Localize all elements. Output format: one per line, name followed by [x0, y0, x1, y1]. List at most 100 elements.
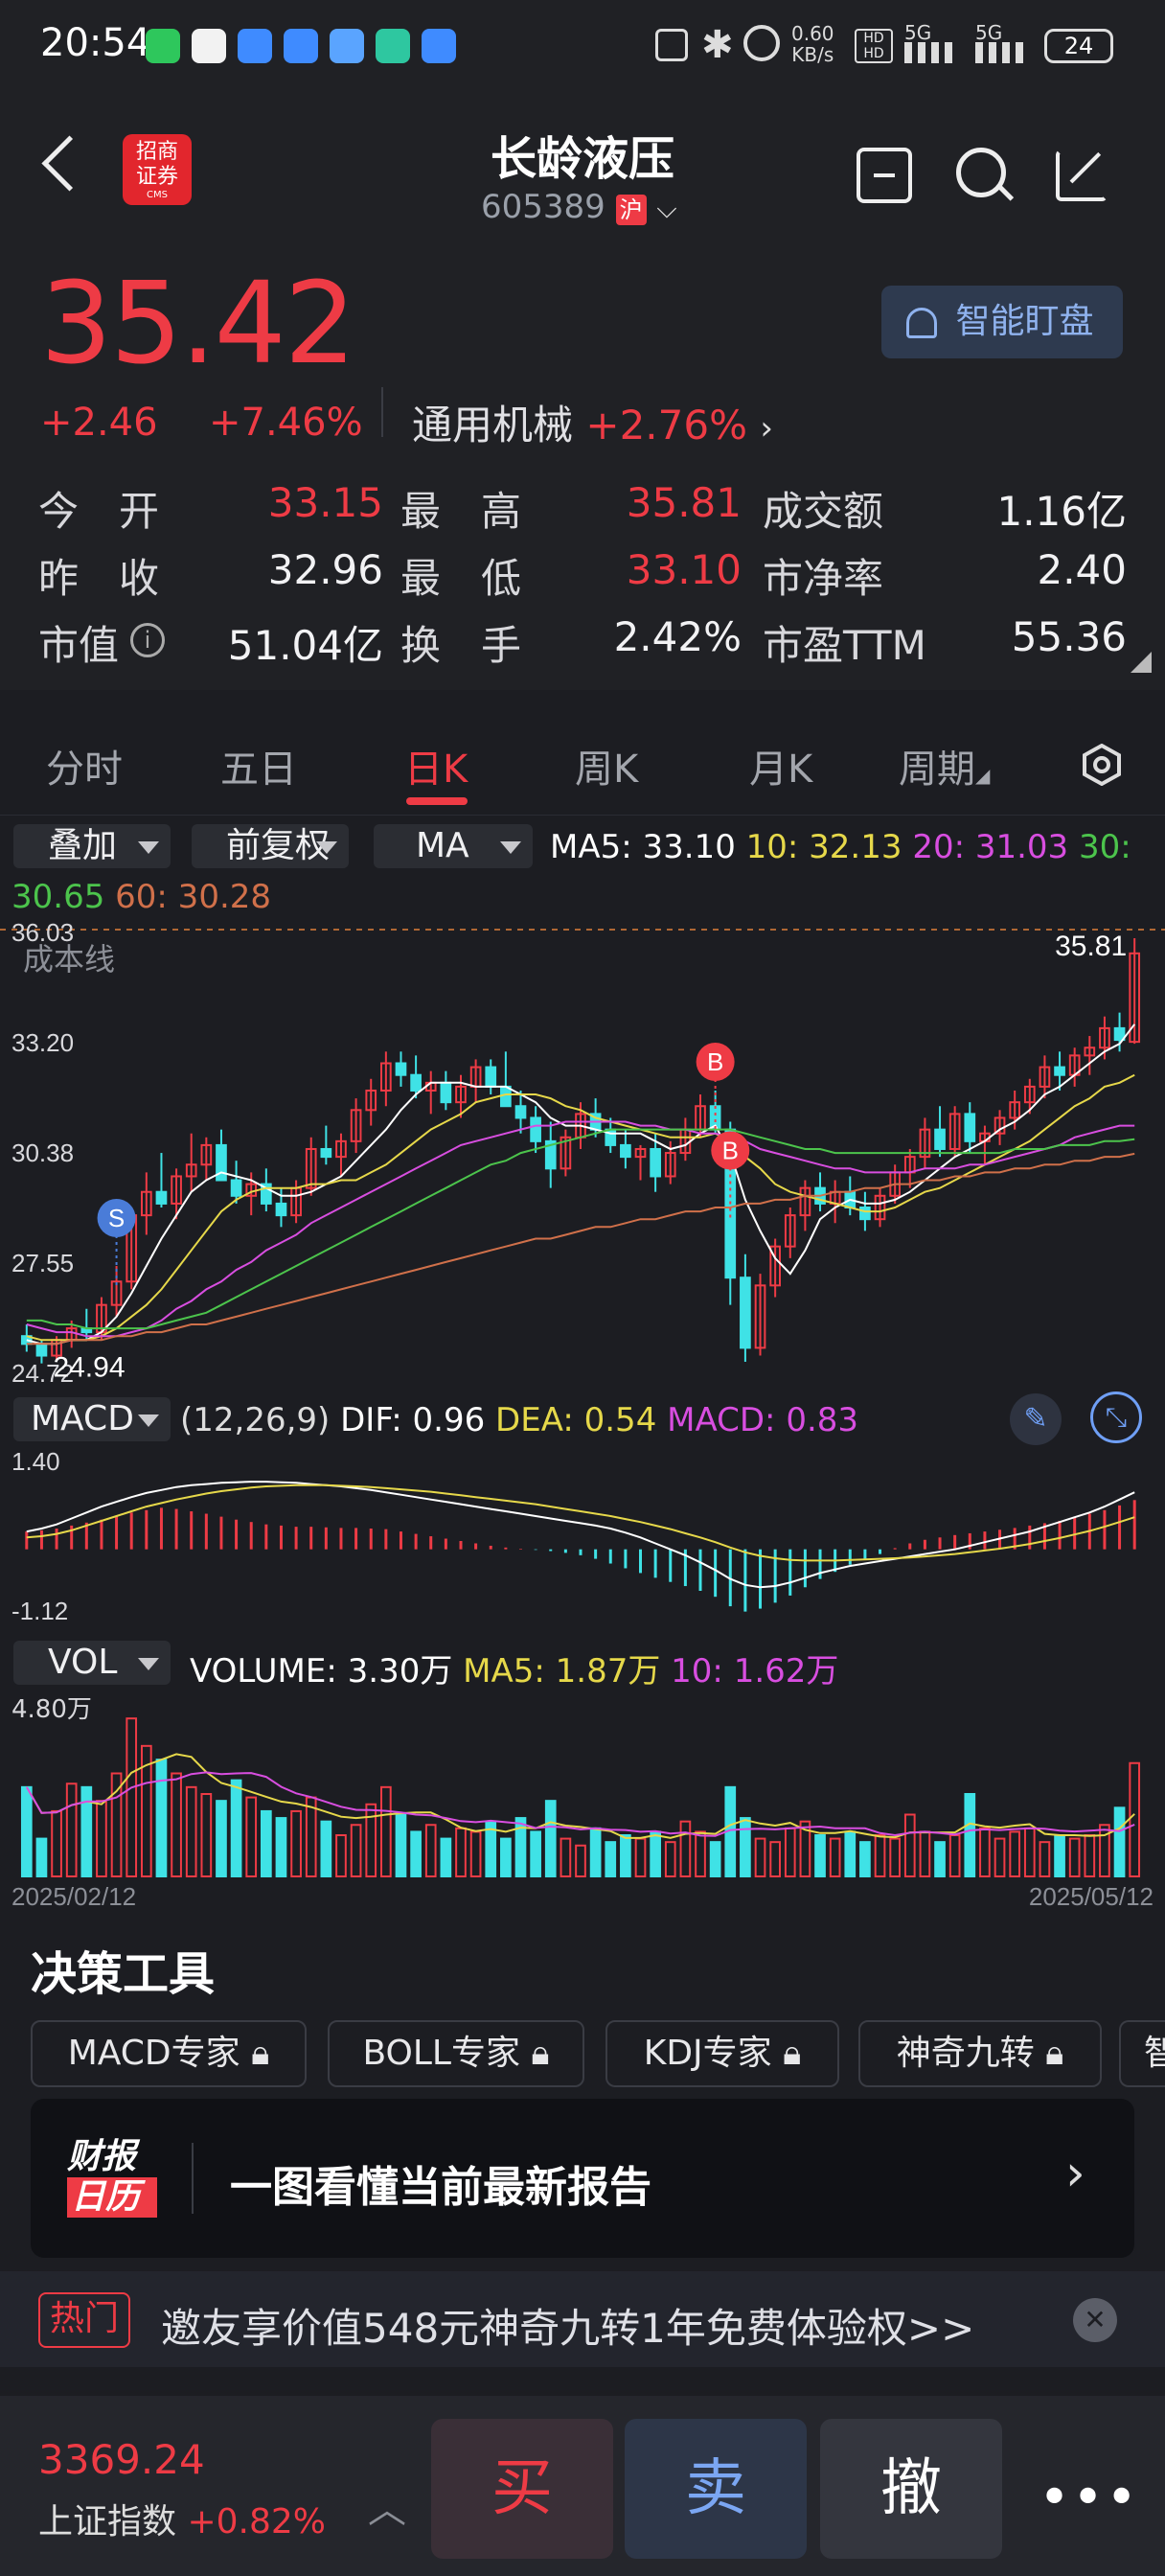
stat-label: 市值 [38, 622, 120, 669]
signal-badge [711, 1131, 750, 1170]
lock-icon: 🔒︎ [783, 2034, 802, 2073]
overlay-dropdown[interactable]: 叠加 [13, 824, 171, 868]
ma5-value: MA5: 33.10 [550, 828, 736, 866]
volume-bar [80, 1785, 93, 1877]
vol-dropdown[interactable]: VOL [13, 1641, 171, 1685]
indicator-dropdown[interactable]: MA [374, 824, 533, 868]
chevron-up-icon[interactable]: ︿ [368, 2488, 406, 2532]
macd-dropdown[interactable]: MACD [13, 1397, 171, 1441]
candle-body [1129, 952, 1141, 1044]
cancel-order-button[interactable]: 撤 [820, 2419, 1002, 2559]
macd-y-tick: 1.40 [11, 1447, 60, 1476]
volume-bar [740, 1817, 751, 1877]
ma5-line [26, 1024, 1135, 1346]
close-icon[interactable]: ✕ [1073, 2298, 1117, 2342]
candle-body [185, 1163, 197, 1178]
more-icon[interactable]: ••• [1039, 2467, 1140, 2529]
stat-value: 55.36 [1011, 613, 1127, 660]
caret-icon: ◢ [975, 764, 991, 787]
tab-daily-k[interactable]: 日K [404, 748, 468, 792]
candle-body [799, 1186, 811, 1217]
search-icon[interactable] [956, 148, 1015, 201]
more-tool-chip[interactable]: 智 [1119, 2020, 1165, 2087]
sell-button[interactable]: 卖 [625, 2419, 807, 2559]
vol-ma5: MA5: 1.87万 [463, 1652, 661, 1690]
nfc-icon [655, 29, 688, 61]
volume-bar [320, 1820, 332, 1878]
tab-period[interactable]: 周期◢ [899, 738, 990, 794]
volume-bar [679, 1820, 692, 1878]
stock-code-selector[interactable]: 605389 沪 ⌵ [481, 188, 677, 226]
volume-bar [455, 1827, 467, 1877]
chip-label: 智 [1144, 2034, 1165, 2073]
settings-hex-icon[interactable] [1081, 743, 1123, 787]
expand-icon[interactable]: ⤡ [1090, 1392, 1142, 1443]
index-value: 3369.24 [38, 2436, 205, 2483]
volume-bar [350, 1824, 362, 1877]
ma-legend-line2: 30.65 60: 30.28 [11, 878, 271, 916]
report-card[interactable]: 财报 日历 一图看懂当前最新报告 › [31, 2099, 1134, 2258]
report-logo: 财报 日历 [67, 2137, 157, 2220]
volume-bar [664, 1841, 676, 1878]
volume-bar [903, 1813, 916, 1877]
volume-bar [934, 1841, 946, 1878]
candle-body [365, 1089, 377, 1112]
adjust-dropdown[interactable]: 前复权 [192, 824, 349, 868]
battery-icon: 24 [1044, 29, 1113, 63]
report-logo-top: 财报 [67, 2137, 137, 2176]
bell-icon [906, 308, 937, 338]
candle-body [171, 1175, 182, 1205]
index-change: +0.82% [187, 2502, 326, 2542]
volume-bar [380, 1785, 392, 1877]
tab-monthly-k[interactable]: 月K [749, 748, 813, 792]
boll-expert-chip[interactable]: BOLL专家 🔒︎ [328, 2020, 584, 2087]
stat-label: 最 高 [400, 488, 522, 535]
volume-bar [335, 1834, 347, 1877]
volume-bar [814, 1834, 826, 1877]
sector-link[interactable]: 通用机械 +2.76% › [412, 393, 773, 451]
index-info[interactable]: 上证指数 +0.82% [38, 2494, 326, 2543]
volume-chart[interactable]: 4.80万 2025/02/12 2025/05/12 [0, 1689, 1165, 1913]
ma10-line [26, 1073, 1135, 1342]
buy-button[interactable]: 买 [431, 2419, 613, 2559]
promo-banner[interactable]: 热门 邀友享价值548元神奇九转1年免费体验权>> ✕ [0, 2271, 1165, 2367]
macd-expert-chip[interactable]: MACD专家 🔒︎ [31, 2020, 307, 2087]
volume-bar [948, 1834, 961, 1877]
y-tick-label: 24.72 [11, 1359, 74, 1388]
tab-intraday[interactable]: 分时 [46, 748, 123, 792]
stat-label: 换 手 [400, 622, 522, 669]
tab-five-day[interactable]: 五日 [220, 748, 297, 792]
macd-chart[interactable]: 1.40 -1.12 [0, 1447, 1165, 1631]
candle-body [620, 1143, 631, 1159]
report-text: 一图看懂当前最新报告 [230, 2163, 651, 2212]
candlestick-chart[interactable]: 36.03 33.20 30.38 27.55 24.72 成本线 35.81 24.94 S B… [0, 920, 1165, 1390]
minus-icon[interactable] [857, 148, 912, 203]
message-icon [376, 29, 410, 63]
volume-bar [275, 1817, 287, 1877]
exchange-badge: 沪 [615, 195, 647, 225]
period-tabs [0, 709, 1165, 816]
chevron-down-icon: ⌵ [656, 193, 677, 224]
current-price: 35.42 [40, 257, 356, 389]
share-icon[interactable] [1056, 150, 1108, 201]
stat-value: 51.04亿 [227, 622, 383, 669]
volume-bar [769, 1841, 781, 1878]
tab-weekly-k[interactable]: 周K [575, 748, 639, 792]
vol-volume: VOLUME: 3.30万 [190, 1652, 453, 1690]
expand-corner-icon[interactable] [1131, 652, 1152, 673]
volume-bar [1009, 1830, 1021, 1878]
info-icon[interactable]: i [130, 623, 165, 657]
candle-body [514, 1105, 527, 1119]
stat-label: 市盈TTM [763, 622, 926, 669]
magic-nine-chip[interactable]: 神奇九转 🔒︎ [858, 2020, 1102, 2087]
candle-body [784, 1214, 796, 1248]
smart-watch-button[interactable]: 智能盯盘 [881, 286, 1123, 358]
edit-pen-icon[interactable]: ✎ [1010, 1393, 1062, 1445]
adjust-label: 前复权 [226, 826, 331, 865]
y-tick-label: 36.03 [11, 920, 74, 947]
wechat-icon [146, 29, 180, 63]
kdj-expert-chip[interactable]: KDJ专家 🔒︎ [605, 2020, 839, 2087]
dif-line [26, 1481, 1135, 1589]
cost-line-label: 成本线 [23, 941, 115, 978]
macd-dea: DEA: 0.54 [495, 1401, 657, 1439]
